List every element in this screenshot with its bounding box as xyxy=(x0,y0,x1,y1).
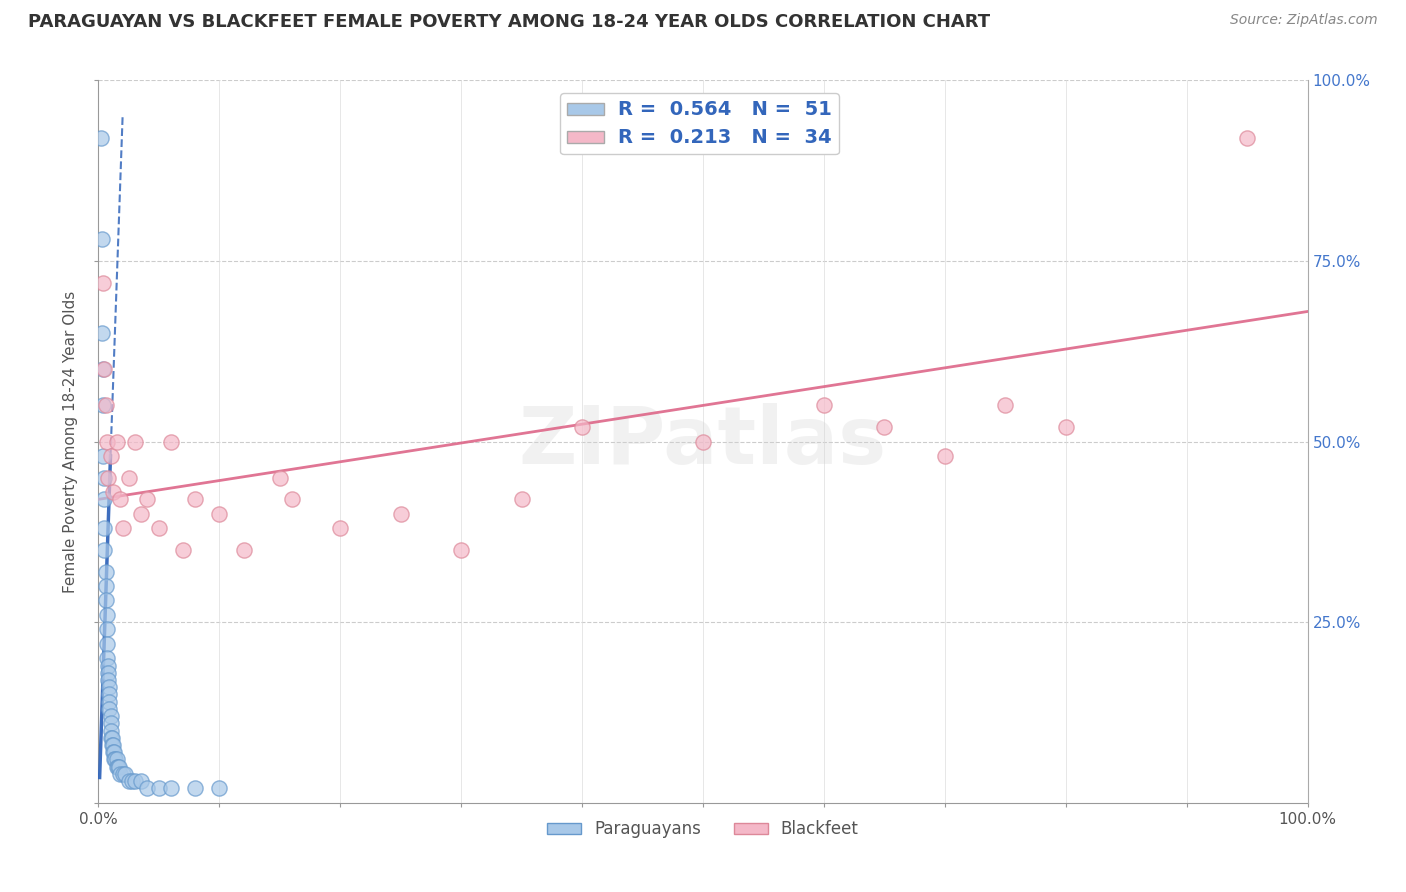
Point xyxy=(107,760,129,774)
Point xyxy=(93,542,115,557)
Point xyxy=(97,665,120,680)
Point xyxy=(100,731,122,745)
Point xyxy=(118,774,141,789)
Y-axis label: Female Poverty Among 18-24 Year Olds: Female Poverty Among 18-24 Year Olds xyxy=(63,291,79,592)
Point xyxy=(994,398,1017,412)
Point xyxy=(96,651,118,665)
Point xyxy=(94,565,117,579)
Point xyxy=(101,745,124,759)
Point xyxy=(100,723,122,738)
Point xyxy=(873,420,896,434)
Point xyxy=(108,760,131,774)
Point xyxy=(208,507,231,521)
Point xyxy=(98,702,121,716)
Point xyxy=(281,492,304,507)
Point xyxy=(98,680,121,694)
Point xyxy=(111,521,134,535)
Point xyxy=(94,593,117,607)
Point xyxy=(184,492,207,507)
Point xyxy=(101,738,124,752)
Point xyxy=(105,760,128,774)
Point xyxy=(105,752,128,766)
Point xyxy=(97,673,120,687)
Point xyxy=(93,521,115,535)
Point xyxy=(934,449,956,463)
Point xyxy=(100,449,122,463)
Point xyxy=(135,492,157,507)
Point xyxy=(96,434,118,449)
Point xyxy=(389,507,412,521)
Point xyxy=(232,542,254,557)
Point xyxy=(124,434,146,449)
Point xyxy=(184,781,207,796)
Point xyxy=(148,521,170,535)
Point xyxy=(111,767,134,781)
Point xyxy=(98,687,121,701)
Point xyxy=(100,716,122,731)
Point xyxy=(91,449,114,463)
Point xyxy=(571,420,593,434)
Point xyxy=(93,362,115,376)
Point xyxy=(114,767,136,781)
Legend: Paraguayans, Blackfeet: Paraguayans, Blackfeet xyxy=(541,814,865,845)
Point xyxy=(104,752,127,766)
Point xyxy=(129,507,152,521)
Point xyxy=(108,492,131,507)
Text: PARAGUAYAN VS BLACKFEET FEMALE POVERTY AMONG 18-24 YEAR OLDS CORRELATION CHART: PARAGUAYAN VS BLACKFEET FEMALE POVERTY A… xyxy=(28,13,990,31)
Point xyxy=(160,781,183,796)
Point xyxy=(121,774,143,789)
Point xyxy=(98,695,121,709)
Point xyxy=(103,745,125,759)
Point xyxy=(160,434,183,449)
Point xyxy=(91,232,114,246)
Point xyxy=(93,470,115,484)
Point xyxy=(1236,131,1258,145)
Point xyxy=(91,362,114,376)
Point xyxy=(94,398,117,412)
Point xyxy=(813,398,835,412)
Point xyxy=(172,542,194,557)
Point xyxy=(103,752,125,766)
Point xyxy=(97,658,120,673)
Point xyxy=(94,579,117,593)
Point xyxy=(90,131,112,145)
Point xyxy=(101,485,124,500)
Point xyxy=(100,738,122,752)
Point xyxy=(124,774,146,789)
Point xyxy=(135,781,157,796)
Point xyxy=(91,276,114,290)
Point xyxy=(100,709,122,723)
Point xyxy=(96,637,118,651)
Point xyxy=(118,470,141,484)
Point xyxy=(510,492,533,507)
Point xyxy=(1054,420,1077,434)
Text: ZIPatlas: ZIPatlas xyxy=(519,402,887,481)
Text: Source: ZipAtlas.com: Source: ZipAtlas.com xyxy=(1230,13,1378,28)
Point xyxy=(91,326,114,340)
Point xyxy=(329,521,352,535)
Point xyxy=(97,470,120,484)
Point xyxy=(108,767,131,781)
Point xyxy=(96,623,118,637)
Point xyxy=(692,434,714,449)
Point xyxy=(105,434,128,449)
Point xyxy=(129,774,152,789)
Point xyxy=(93,492,115,507)
Point xyxy=(148,781,170,796)
Point xyxy=(269,470,291,484)
Point xyxy=(208,781,231,796)
Point xyxy=(91,398,114,412)
Point xyxy=(96,607,118,622)
Point xyxy=(100,731,122,745)
Point xyxy=(450,542,472,557)
